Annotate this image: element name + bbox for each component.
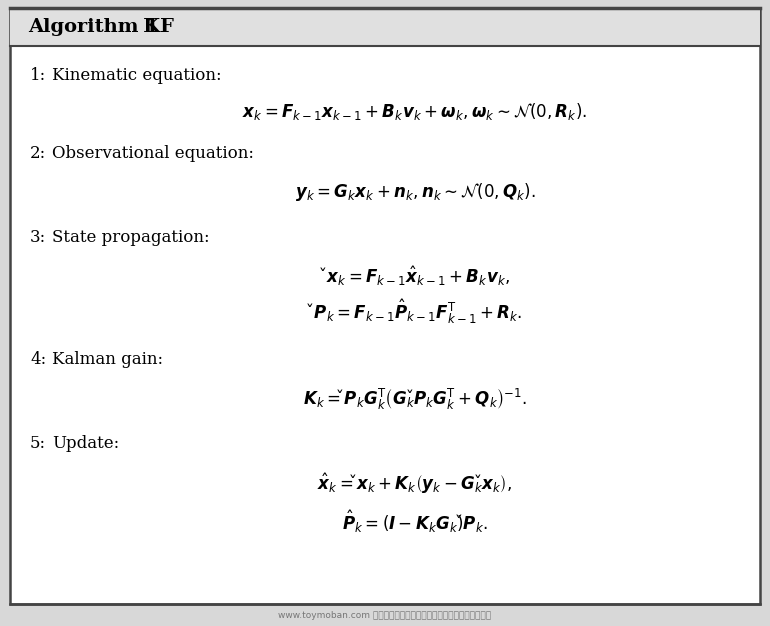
Text: Observational equation:: Observational equation:: [52, 145, 254, 163]
Text: $\boldsymbol{y}_k = \boldsymbol{G}_k\boldsymbol{x}_k + \boldsymbol{n}_k, \boldsy: $\boldsymbol{y}_k = \boldsymbol{G}_k\bol…: [295, 181, 535, 203]
Text: $\boldsymbol{x}_k = \boldsymbol{F}_{k-1}\boldsymbol{x}_{k-1} + \boldsymbol{B}_k\: $\boldsymbol{x}_k = \boldsymbol{F}_{k-1}…: [243, 101, 588, 123]
Text: 2:: 2:: [30, 145, 46, 163]
Text: 4:: 4:: [30, 351, 46, 367]
Text: State propagation:: State propagation:: [52, 228, 209, 245]
Bar: [10, 8, 760, 46]
Text: $\check{\boldsymbol{P}}_k = \boldsymbol{F}_{k-1}\hat{\boldsymbol{P}}_{k-1}\bolds: $\check{\boldsymbol{P}}_k = \boldsymbol{…: [307, 298, 523, 326]
Text: $\hat{\boldsymbol{x}}_k = \check{\boldsymbol{x}}_k + \boldsymbol{K}_k \left(\bol: $\hat{\boldsymbol{x}}_k = \check{\boldsy…: [317, 472, 513, 496]
Text: $\boldsymbol{K}_k = \check{\boldsymbol{P}}_k\boldsymbol{G}^{\mathrm{T}}_k\left(\: $\boldsymbol{K}_k = \check{\boldsymbol{P…: [303, 386, 527, 411]
Text: Algorithm 1: Algorithm 1: [28, 18, 159, 36]
Text: 3:: 3:: [30, 228, 46, 245]
Text: 5:: 5:: [30, 436, 46, 453]
Text: 1:: 1:: [30, 68, 46, 85]
Text: Update:: Update:: [52, 436, 119, 453]
Text: www.toymoban.com 网络图片仅展示，非存储，如有侵权请联系删除。: www.toymoban.com 网络图片仅展示，非存储，如有侵权请联系删除。: [279, 612, 491, 620]
Text: Kalman gain:: Kalman gain:: [52, 351, 163, 367]
Text: $\hat{\boldsymbol{P}}_k = \left(\boldsymbol{I} - \boldsymbol{K}_k\boldsymbol{G}_: $\hat{\boldsymbol{P}}_k = \left(\boldsym…: [342, 509, 488, 535]
Text: Kinematic equation:: Kinematic equation:: [52, 68, 222, 85]
Text: $\check{\boldsymbol{x}}_k = \boldsymbol{F}_{k-1}\hat{\boldsymbol{x}}_{k-1} + \bo: $\check{\boldsymbol{x}}_k = \boldsymbol{…: [320, 264, 510, 288]
Text: KF: KF: [123, 18, 174, 36]
